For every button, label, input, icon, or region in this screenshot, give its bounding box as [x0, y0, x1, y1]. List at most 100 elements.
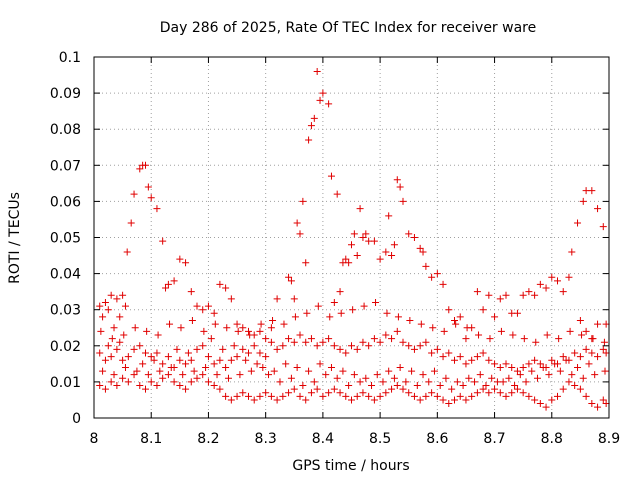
- data-point-marker: [262, 353, 270, 361]
- data-point-marker: [422, 392, 430, 400]
- data-point-marker: [101, 356, 109, 364]
- data-point-marker: [313, 67, 321, 75]
- data-point-marker: [445, 400, 453, 408]
- data-point-marker: [362, 230, 370, 238]
- data-point-marker: [176, 382, 184, 390]
- data-point-marker: [559, 385, 567, 393]
- data-point-marker: [314, 302, 322, 310]
- data-point-marker: [576, 353, 584, 361]
- data-points: [96, 67, 610, 411]
- y-tick-label: 0: [72, 411, 81, 427]
- data-point-marker: [296, 392, 304, 400]
- data-point-marker: [531, 356, 539, 364]
- data-point-marker: [588, 349, 596, 357]
- data-point-marker: [267, 324, 275, 332]
- data-point-marker: [319, 89, 327, 97]
- y-axis-ticks: 0 0.01 0.02 0.03 0.04 0.05 0.06 0.07 0.08 0.09 0.1: [50, 50, 609, 427]
- data-point-marker: [316, 360, 324, 368]
- x-tick-label: 8.2: [197, 431, 219, 447]
- data-point-marker: [239, 389, 247, 397]
- data-point-marker: [222, 284, 230, 292]
- data-point-marker: [359, 234, 367, 241]
- data-point-marker: [509, 331, 517, 339]
- data-point-marker: [287, 374, 295, 382]
- data-point-marker: [382, 331, 390, 339]
- data-point-marker: [365, 342, 373, 350]
- data-point-marker: [594, 320, 602, 328]
- data-point-marker: [519, 389, 527, 397]
- data-point-marker: [310, 378, 318, 386]
- data-point-marker: [433, 270, 441, 278]
- data-point-marker: [107, 291, 115, 299]
- data-point-marker: [429, 324, 437, 332]
- data-point-marker: [153, 349, 161, 357]
- data-point-marker: [222, 363, 230, 371]
- data-point-marker: [142, 385, 149, 393]
- data-point-marker: [107, 378, 115, 386]
- x-tick-label: 8.6: [426, 431, 448, 447]
- data-point-marker: [119, 291, 127, 299]
- chart-title: Day 286 of 2025, Rate Of TEC Index for r…: [160, 20, 536, 36]
- data-point-marker: [250, 396, 258, 404]
- data-point-marker: [144, 183, 152, 191]
- x-axis-ticks: 8 8.1 8.2 8.3 8.4 8.5 8.6 8.7 8.8 8.9: [90, 57, 620, 447]
- x-tick-label: 8.9: [598, 431, 620, 447]
- data-point-marker: [124, 378, 132, 386]
- data-point-marker: [448, 385, 456, 393]
- data-point-marker: [388, 335, 396, 343]
- data-point-marker: [305, 136, 313, 144]
- y-tick-label: 0.04: [50, 267, 81, 283]
- data-point-marker: [123, 248, 131, 256]
- data-point-marker: [290, 295, 298, 303]
- data-point-marker: [200, 327, 208, 335]
- y-tick-label: 0.06: [50, 194, 81, 210]
- data-point-marker: [419, 371, 427, 379]
- data-point-marker: [520, 335, 528, 343]
- data-point-marker: [533, 374, 541, 382]
- data-point-marker: [402, 378, 410, 386]
- data-point-marker: [159, 237, 167, 245]
- data-point-marker: [310, 114, 318, 122]
- data-point-marker: [296, 331, 304, 339]
- y-tick-label: 0.02: [50, 339, 81, 355]
- data-point-marker: [473, 288, 481, 296]
- data-point-marker: [269, 317, 277, 325]
- data-point-marker: [502, 291, 510, 299]
- data-point-marker: [170, 277, 178, 285]
- data-point-marker: [385, 367, 393, 375]
- data-point-marker: [336, 288, 344, 296]
- data-point-marker: [574, 363, 582, 371]
- data-point-marker: [519, 363, 527, 371]
- data-point-marker: [531, 291, 539, 299]
- y-tick-label: 0.07: [50, 158, 81, 174]
- data-point-marker: [216, 280, 224, 288]
- data-point-marker: [599, 396, 607, 404]
- data-point-marker: [376, 338, 384, 346]
- data-point-marker: [362, 374, 370, 382]
- data-point-marker: [433, 345, 441, 353]
- data-point-marker: [253, 360, 261, 368]
- data-point-marker: [227, 396, 235, 404]
- data-point-marker: [359, 389, 367, 397]
- data-point-marker: [416, 342, 424, 350]
- data-point-marker: [356, 205, 364, 213]
- data-point-marker: [419, 248, 427, 256]
- data-point-marker: [578, 331, 586, 339]
- data-point-marker: [159, 360, 167, 368]
- data-point-marker: [247, 367, 255, 375]
- data-point-marker: [360, 302, 368, 310]
- data-point-marker: [594, 403, 602, 411]
- data-point-marker: [365, 392, 373, 400]
- data-point-marker: [305, 367, 313, 375]
- data-point-marker: [110, 324, 118, 332]
- data-point-marker: [585, 360, 593, 368]
- data-point-marker: [290, 338, 298, 346]
- data-point-marker: [393, 382, 401, 390]
- data-point-marker: [394, 313, 402, 321]
- data-point-marker: [164, 280, 172, 288]
- data-point-marker: [267, 338, 275, 346]
- data-point-marker: [239, 324, 247, 332]
- data-point-marker: [588, 187, 596, 195]
- data-point-marker: [410, 345, 418, 353]
- data-point-marker: [302, 338, 310, 346]
